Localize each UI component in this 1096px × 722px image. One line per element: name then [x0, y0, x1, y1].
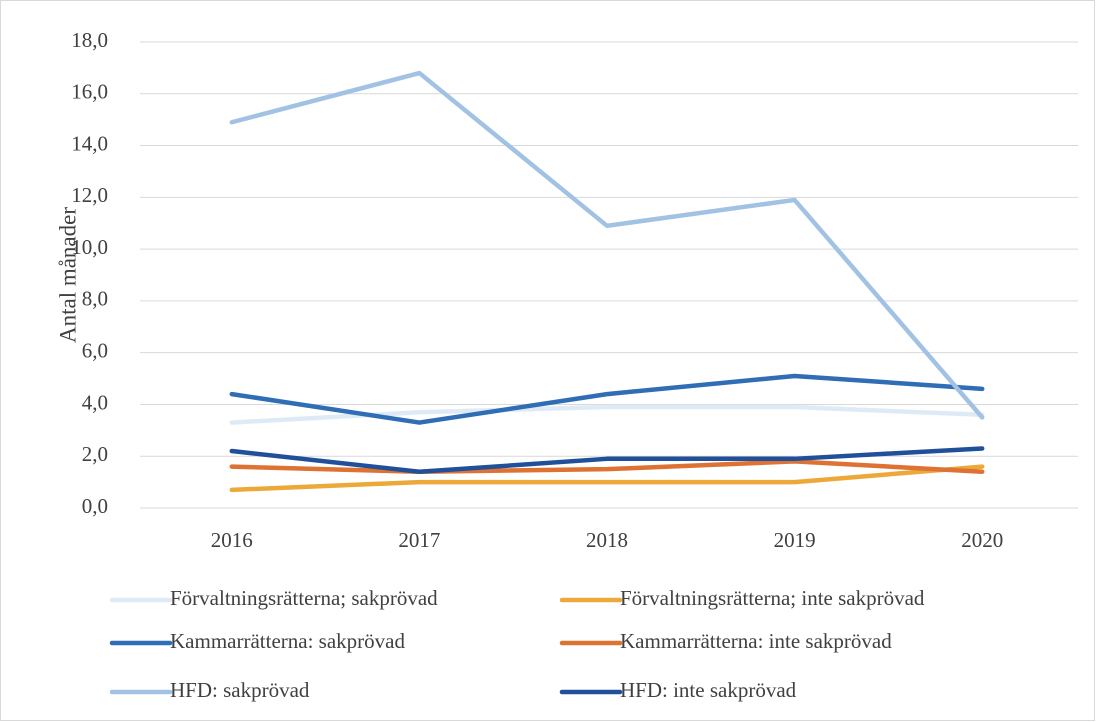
- x-tick-label: 2018: [586, 528, 628, 552]
- series-line: [229, 70, 985, 420]
- series-line: [229, 464, 985, 493]
- legend-label: Kammarrätterna: inte sakprövad: [620, 629, 892, 653]
- y-tick-label: 12,0: [71, 183, 108, 207]
- legend-label: HFD: sakprövad: [170, 678, 310, 702]
- series-line: [229, 373, 985, 425]
- x-tick-label: 2019: [774, 528, 816, 552]
- y-tick-label: 14,0: [71, 131, 108, 155]
- series-line: [229, 446, 985, 475]
- y-tick-label: 18,0: [71, 28, 108, 52]
- series-line: [229, 404, 985, 425]
- legend-label: Kammarrätterna: sakprövad: [170, 629, 405, 653]
- x-tick-label: 2020: [961, 528, 1003, 552]
- y-tick-label: 16,0: [71, 80, 108, 104]
- series-line: [229, 459, 985, 475]
- legend-label: HFD: inte sakprövad: [620, 678, 797, 702]
- y-tick-label: 0,0: [82, 494, 108, 518]
- x-tick-label: 2016: [211, 528, 253, 552]
- legend-label: Förvaltningsrätterna; sakprövad: [170, 586, 438, 610]
- y-axis-label: Antal månader: [55, 207, 80, 343]
- y-tick-label: 4,0: [82, 390, 108, 414]
- y-tick-label: 10,0: [71, 235, 108, 259]
- y-tick-label: 6,0: [82, 338, 108, 362]
- y-tick-label: 8,0: [82, 287, 108, 311]
- x-tick-label: 2017: [398, 528, 440, 552]
- legend-label: Förvaltningsrätterna; inte sakprövad: [620, 586, 925, 610]
- y-tick-label: 2,0: [82, 442, 108, 466]
